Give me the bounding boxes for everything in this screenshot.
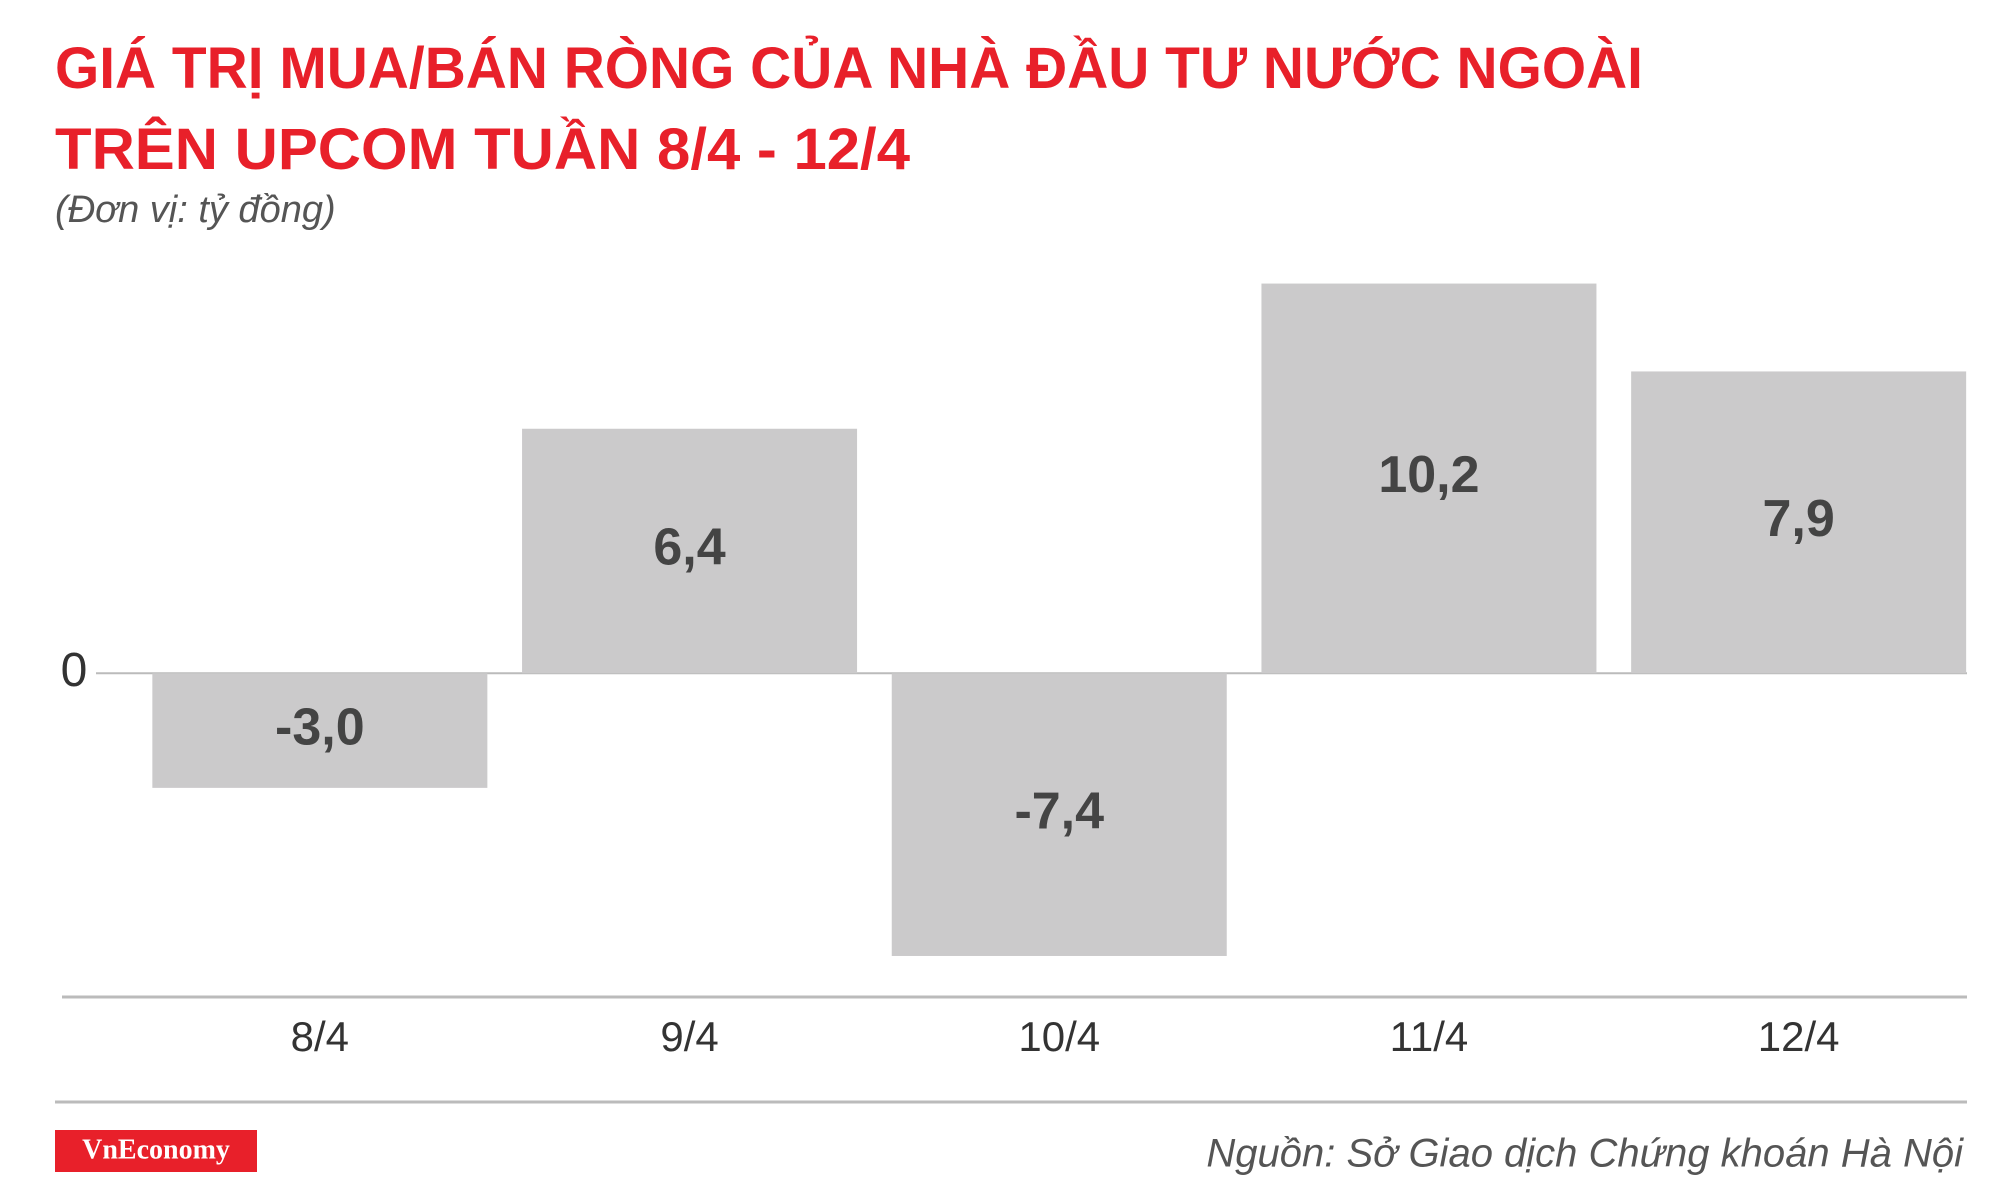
- bar: [1261, 283, 1597, 674]
- brand: VnEconomy: [82, 1134, 230, 1165]
- x-tick-label: 10/4: [1018, 1013, 1100, 1060]
- chart-subtitle: (Đơn vị: tỷ đồng): [55, 189, 336, 231]
- value-label: 6,4: [653, 519, 725, 577]
- chart-title: GIÁ TRỊ MUA/BÁN RÒNG CỦA NHÀ ĐẦU TƯ NƯỚC…: [55, 36, 1643, 101]
- bar: [1631, 371, 1967, 674]
- value-label: 10,2: [1378, 446, 1479, 504]
- x-tick-label: 8/4: [291, 1013, 349, 1060]
- value-label: -7,4: [1014, 782, 1104, 840]
- x-tick-label: 11/4: [1390, 1013, 1469, 1060]
- y-tick-label: 0: [61, 644, 88, 697]
- bar: [152, 673, 488, 788]
- bar: [522, 428, 858, 674]
- bar: [891, 673, 1227, 956]
- value-label: -3,0: [275, 698, 365, 756]
- source: Nguồn: Sở Giao dịch Chứng khoán Hà Nội: [1206, 1132, 1964, 1176]
- x-tick-label: 12/4: [1758, 1013, 1840, 1060]
- x-tick-label: 9/4: [660, 1013, 718, 1060]
- value-label: 7,9: [1763, 490, 1835, 548]
- brand-box: [55, 1130, 257, 1172]
- chart-title: TRÊN UPCOM TUẦN 8/4 - 12/4: [55, 117, 910, 182]
